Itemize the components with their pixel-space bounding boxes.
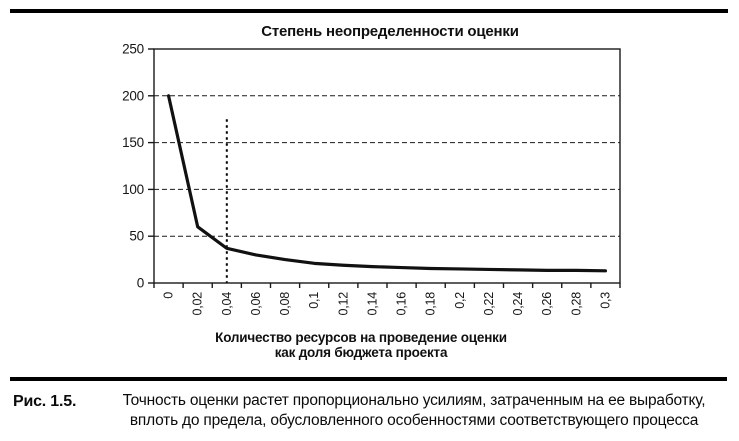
x-axis-title-line1: Количество ресурсов на проведение оценки <box>215 330 507 345</box>
x-tick-label-0,14: 0,14 <box>365 292 379 316</box>
x-tick-label-0,1: 0,1 <box>307 292 321 309</box>
y-tick-label-0: 0 <box>137 276 144 291</box>
caption-line2: вплоть до предела, обусловленного особен… <box>129 411 699 429</box>
x-tick-label-0,04: 0,04 <box>220 292 234 316</box>
caption-text: Точность оценки растет пропорционально у… <box>97 391 731 430</box>
x-tick-label-0,06: 0,06 <box>249 292 263 316</box>
x-axis-title: Количество ресурсов на проведение оценки… <box>61 330 661 360</box>
x-tick-label-0,02: 0,02 <box>191 292 205 316</box>
x-tick-label-0,28: 0,28 <box>569 292 583 316</box>
x-axis-title-line2: как доля бюджета проекта <box>274 345 448 360</box>
x-tick-label-0,12: 0,12 <box>336 292 350 316</box>
y-tick-label-250: 250 <box>122 42 144 57</box>
y-tick-label-50: 50 <box>129 229 144 244</box>
chart-plot: 0 50 100 150 200 250 0 0,02 0,04 0,06 0,08 0,1 0,12 0… <box>122 42 621 316</box>
uncertainty-curve <box>166 94 608 273</box>
x-tick-label-0,22: 0,22 <box>482 292 496 316</box>
x-tick-label-0: 0 <box>162 292 176 299</box>
y-tick-label-150: 150 <box>122 135 144 150</box>
y-tick-label-200: 200 <box>122 88 144 103</box>
x-tick-label-0,18: 0,18 <box>424 292 438 316</box>
x-tick-label-0,08: 0,08 <box>278 292 292 316</box>
x-tick-label-0,3: 0,3 <box>598 292 612 309</box>
caption-label: Рис. 1.5. <box>13 393 77 410</box>
top-rule <box>10 9 728 13</box>
caption-line1: Точность оценки растет пропорционально у… <box>122 392 706 409</box>
y-tick-label-100: 100 <box>122 182 144 197</box>
chart-title: Степень неопределенности оценки <box>261 23 519 40</box>
x-tick-label-0,16: 0,16 <box>395 292 409 316</box>
x-tick-label-0,24: 0,24 <box>511 292 525 316</box>
x-tick-label-0,26: 0,26 <box>540 292 554 316</box>
x-tick-label-0,2: 0,2 <box>453 292 467 309</box>
bottom-rule <box>10 377 727 381</box>
